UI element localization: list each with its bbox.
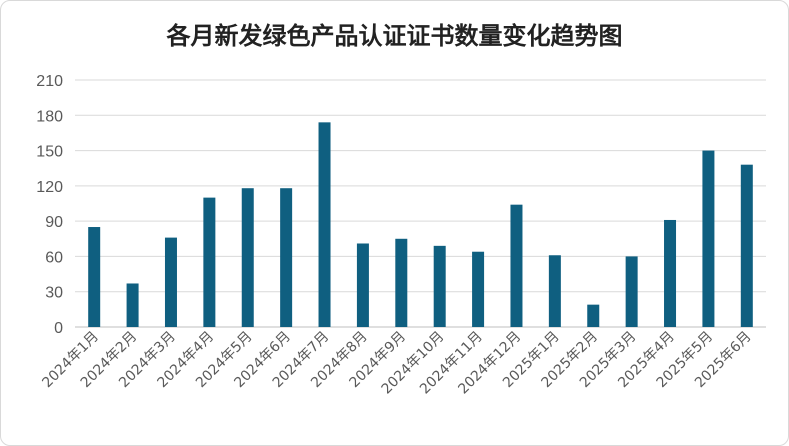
bar: [625, 256, 638, 327]
y-tick-label: 0: [54, 320, 63, 337]
bar: [472, 251, 485, 327]
bar: [702, 150, 715, 327]
bar: [280, 188, 293, 327]
bar: [88, 227, 101, 327]
y-tick-label: 150: [36, 144, 63, 161]
bar: [395, 238, 408, 327]
bar: [203, 197, 216, 327]
bar: [126, 283, 139, 327]
bar: [356, 243, 369, 327]
bar: [510, 204, 523, 327]
bar: [548, 255, 561, 327]
bar: [164, 237, 177, 327]
chart-title: 各月新发绿色产品认证证书数量变化趋势图: [166, 22, 623, 50]
y-tick-label: 180: [36, 108, 63, 125]
bar: [241, 188, 254, 327]
y-tick-label: 210: [36, 73, 63, 90]
bar: [318, 122, 331, 327]
bar: [740, 164, 753, 327]
bar: [664, 219, 677, 327]
bar: [433, 245, 446, 327]
y-tick-label: 120: [36, 179, 63, 196]
y-tick-label: 90: [45, 214, 63, 231]
y-tick-label: 30: [45, 285, 63, 302]
bar: [587, 304, 600, 327]
y-tick-label: 60: [45, 249, 63, 266]
